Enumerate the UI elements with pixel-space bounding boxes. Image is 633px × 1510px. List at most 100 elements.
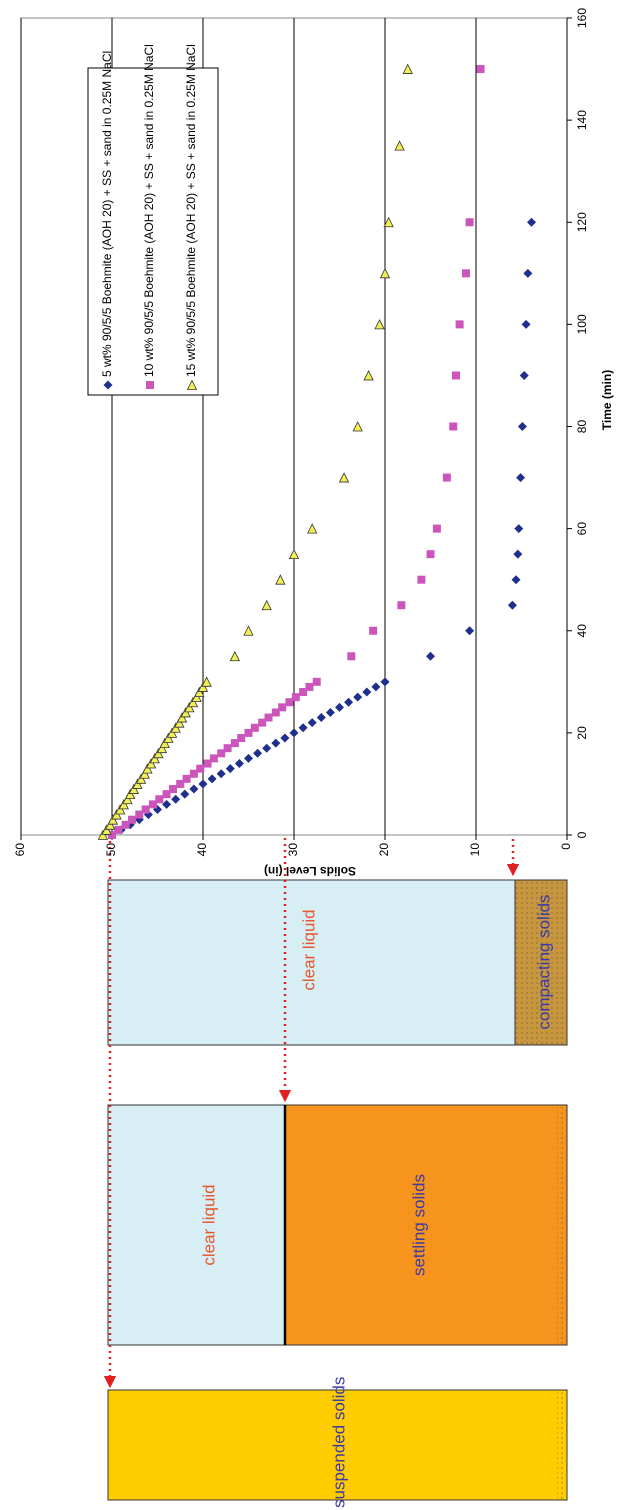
point: [101, 824, 112, 835]
point: [307, 718, 317, 728]
point: [402, 63, 413, 74]
point: [514, 524, 524, 534]
point: [148, 800, 157, 809]
point: [449, 422, 458, 431]
point: [298, 723, 308, 733]
point: [394, 140, 405, 151]
point: [111, 809, 122, 820]
point: [155, 795, 164, 804]
point: [114, 825, 123, 834]
point: [107, 814, 119, 825]
legend-label: 10 wt% 90/5/5 Boehmite (AOH 20) + SS + s…: [142, 44, 156, 377]
y-tick-label: 50: [104, 843, 118, 857]
y-tick-label: 40: [195, 843, 209, 857]
point: [244, 753, 253, 763]
y-tick-label: 10: [468, 843, 482, 857]
point: [352, 421, 363, 432]
point: [261, 599, 272, 611]
point: [258, 718, 267, 727]
box-label: settling solids: [409, 1174, 428, 1276]
y-tick-label: 30: [286, 843, 300, 857]
legend-marker: [103, 380, 113, 390]
point: [307, 523, 318, 534]
point: [174, 717, 185, 728]
point: [171, 794, 181, 804]
point: [465, 218, 474, 227]
legend-marker: [146, 381, 154, 389]
point: [426, 550, 435, 559]
point: [97, 829, 109, 840]
point: [184, 701, 195, 713]
point: [230, 739, 239, 748]
y-tick-label: 20: [377, 843, 391, 857]
point: [121, 820, 130, 829]
point: [135, 810, 144, 819]
point: [180, 707, 191, 718]
point: [465, 626, 475, 636]
point: [135, 773, 147, 784]
point: [379, 267, 391, 279]
point: [312, 677, 321, 686]
x-tick-label: 100: [575, 314, 589, 334]
point: [197, 681, 209, 692]
point: [237, 733, 246, 742]
point: [201, 676, 212, 687]
box-label: clear liquid: [199, 1184, 218, 1265]
point: [461, 269, 470, 278]
point: [262, 743, 272, 753]
point: [149, 753, 160, 764]
box-clear: [107, 1104, 286, 1346]
point: [122, 793, 133, 805]
x-tick-label: 160: [575, 8, 589, 28]
point: [264, 713, 273, 722]
point: [426, 651, 435, 661]
point: [198, 779, 208, 789]
point: [527, 217, 537, 227]
point: [166, 727, 178, 738]
y-tick-label: 60: [13, 843, 27, 857]
point: [196, 764, 205, 773]
point: [305, 682, 314, 691]
x-tick-label: 120: [575, 212, 589, 232]
y-axis-title: Solids Level (in): [264, 864, 356, 878]
point: [162, 799, 172, 809]
x-tick-label: 40: [575, 624, 589, 638]
point: [153, 747, 164, 759]
rotated-figure: suspended solids clear liquid settling s…: [13, 8, 614, 1508]
point: [362, 687, 372, 697]
point: [156, 742, 168, 754]
point: [142, 763, 153, 774]
point: [347, 652, 356, 661]
point: [163, 732, 174, 743]
point: [521, 319, 531, 329]
point: [275, 574, 286, 585]
box-label: suspended solids: [329, 1377, 348, 1508]
point: [162, 790, 171, 799]
point: [299, 688, 308, 697]
point: [176, 779, 185, 788]
point: [125, 788, 136, 800]
point: [371, 682, 381, 692]
point: [383, 216, 394, 228]
point: [132, 778, 143, 789]
point: [180, 789, 190, 799]
point: [209, 754, 218, 763]
point: [244, 728, 253, 737]
point: [353, 692, 363, 702]
box-label: compacting solids: [534, 894, 553, 1029]
point: [335, 702, 344, 712]
point: [455, 320, 464, 329]
point: [519, 370, 529, 380]
point: [118, 798, 129, 810]
point: [325, 707, 335, 717]
point: [243, 625, 254, 636]
point: [513, 549, 523, 559]
point: [189, 769, 198, 778]
x-tick-label: 60: [575, 522, 589, 536]
point: [507, 600, 517, 610]
box-label: clear liquid: [299, 909, 318, 990]
point: [380, 677, 390, 687]
point: [289, 728, 299, 738]
point: [170, 722, 181, 733]
